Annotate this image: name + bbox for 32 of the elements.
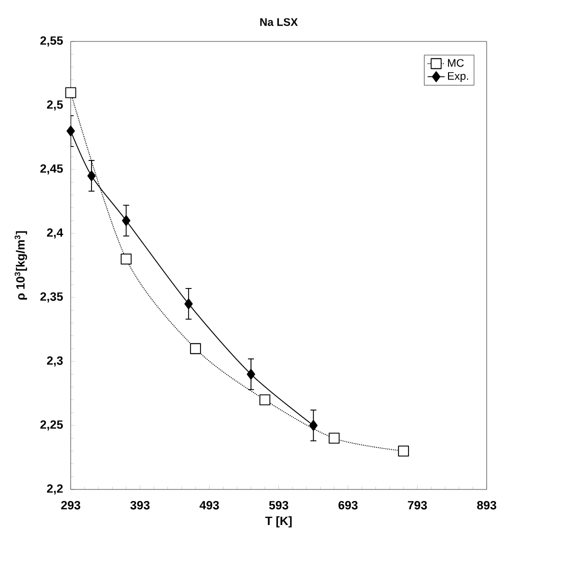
x-tick-label: 293 [61,500,80,510]
x-tick-label: 393 [130,500,150,510]
x-tick-label: 693 [338,500,358,510]
point [120,254,132,264]
point [398,446,409,456]
point [65,87,76,98]
y-tick-label: 2,4 [47,228,64,239]
y-tick-label: 2,35 [40,292,63,303]
legend-label: MC [448,59,464,67]
point [246,368,256,380]
x-tick-label: 493 [200,500,219,510]
point [309,420,318,431]
point [190,343,201,354]
point [122,215,130,226]
y-tick-label: 2,3 [47,356,63,367]
y-tick-label: 2,5 [47,100,63,111]
y-axis-title: ρ 10$^{3}$[kg/m$^{3}$] [14,231,28,300]
x-tick-label: 893 [477,500,496,510]
legend-label: Exp. [448,72,468,82]
x-axis-title: T [K] [265,516,292,528]
point [87,170,96,182]
y-tick-label: 2,2 [47,484,63,495]
x-tick-label: 593 [269,500,288,510]
point [328,432,340,444]
x-tick-label: 793 [408,500,427,510]
y-tick-label: 2,25 [40,420,63,431]
y-tick-label: 2,45 [40,164,63,175]
point [66,126,75,136]
point [184,298,193,310]
chart-title: Na LSX [260,18,298,26]
y-tick-label: 2,55 [40,36,63,47]
point [259,394,270,406]
